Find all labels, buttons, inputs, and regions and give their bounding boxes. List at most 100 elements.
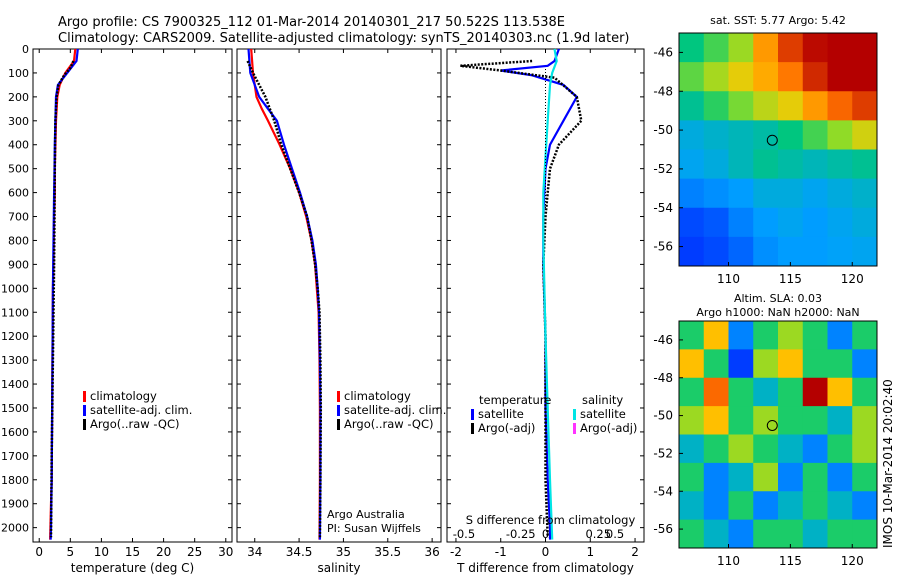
difference-top-tick-label: 0: [542, 527, 549, 541]
sst-map-cell: [852, 120, 878, 150]
sst-map-cell: [802, 178, 828, 209]
sst-map-cell: [852, 33, 878, 63]
difference-top-tick-label: 0.25: [585, 527, 611, 541]
sst-map-cell: [802, 149, 828, 180]
sst-map-cell: [852, 62, 878, 92]
sst-map-cell: [778, 91, 804, 121]
imos-watermark: IMOS 10-Mar-2014 20:02:40: [881, 379, 895, 548]
depth-tick-label: 2000: [1, 522, 29, 535]
sst-map-cell: [852, 207, 878, 238]
sst-map-cell: [728, 236, 754, 267]
salinity-legend-swatch: [337, 391, 340, 402]
sla-map-cell: [802, 519, 828, 549]
sst-map-cell: [679, 62, 705, 92]
salinity-frame: [236, 48, 442, 543]
sla-map-cell: [852, 349, 878, 379]
sst-map-cell: [679, 91, 705, 121]
salinity-legend-swatch: [337, 405, 340, 416]
sst-map-ytick-label: -54: [653, 201, 673, 215]
sla-map-title: Altim. SLA: 0.03: [734, 292, 822, 305]
temperature-xtick-label: 30: [218, 545, 233, 559]
sst-map-cell: [679, 236, 705, 267]
sst-map-cell: [753, 236, 779, 267]
sst-map-frame: [678, 32, 878, 267]
sla-map-cell: [728, 377, 754, 407]
difference-xtick-label: 0: [542, 545, 550, 559]
difference-legend-label: satellite: [478, 407, 524, 421]
sla-map-cell: [703, 462, 729, 492]
sst-map-cell: [728, 149, 754, 180]
depth-tick-label: 0: [22, 43, 29, 56]
depth-tick-label: 100: [8, 67, 29, 80]
difference-legend-label: Argo(-adj): [580, 421, 637, 435]
sla-map-cell: [778, 406, 804, 435]
sla-map-cell: [753, 519, 779, 549]
sla-map-cell: [778, 462, 804, 492]
sla-map-cell: [728, 434, 754, 464]
sst-map-cell: [679, 178, 705, 209]
difference-xlabel: T difference from climatology: [456, 561, 634, 575]
sst-map-cell: [753, 120, 779, 150]
sla-map-cell: [679, 406, 705, 435]
difference-xtick-label: 2: [631, 545, 639, 559]
sla-map-cell: [802, 377, 828, 407]
sla-map-cell: [802, 349, 828, 379]
sla-map-cell: [703, 434, 729, 464]
depth-tick-label: 500: [8, 163, 29, 176]
sla-map-cell: [728, 321, 754, 350]
salinity-series-argo-raw-qc-: [246, 60, 323, 538]
temperature-xlabel: temperature (deg C): [71, 561, 194, 575]
sla-map-cell: [679, 434, 705, 464]
difference-legend-swatch: [471, 423, 474, 434]
sst-map-cell: [802, 207, 828, 238]
difference-legend-swatch: [573, 423, 576, 434]
sla-map-cell: [753, 462, 779, 492]
difference-legend-label: Argo(-adj): [478, 421, 535, 435]
sla-map-cell: [778, 519, 804, 549]
sst-map-cell: [778, 149, 804, 180]
sst-map-cell: [728, 62, 754, 92]
difference-top-tick-label: -0.25: [506, 527, 536, 541]
sst-map-xtick-label: 120: [841, 272, 864, 286]
sst-map-cell: [753, 91, 779, 121]
sst-map-cell: [827, 33, 853, 63]
sla-map-cell: [802, 321, 828, 350]
sla-map-cell: [852, 377, 878, 407]
temperature-legend-swatch: [83, 419, 86, 430]
sst-map-xtick-label: 110: [717, 272, 740, 286]
temperature-frame: [32, 48, 233, 543]
depth-tick-label: 300: [8, 115, 29, 128]
sst-map-cell: [703, 207, 729, 238]
salinity-xtick-label: 35.5: [374, 545, 401, 559]
sla-map-cell: [703, 406, 729, 435]
sst-map-ytick-label: -50: [653, 123, 673, 137]
sla-map-cell: [778, 434, 804, 464]
sla-map-cell: [852, 491, 878, 521]
sst-map-cell: [679, 207, 705, 238]
difference-legend-label: satellite: [580, 407, 626, 421]
sst-map-cell: [778, 207, 804, 238]
sla-map-cell: [827, 406, 853, 435]
sst-map-cell: [802, 120, 828, 150]
sla-map-cell: [703, 321, 729, 350]
sst-map-xtick-label: 115: [779, 272, 802, 286]
sst-map-cell: [802, 62, 828, 92]
sst-map-cell: [827, 62, 853, 92]
difference-top-tick-label: 0.5: [606, 527, 624, 541]
sst-map-cell: [703, 33, 729, 63]
difference-panel: -2 -1 0 1 2 T difference from climatology -0.5…: [446, 48, 645, 575]
difference-legend-header: salinity: [582, 393, 623, 407]
temperature-legend-label: climatology: [90, 389, 157, 403]
depth-tick-label: 200: [8, 91, 29, 104]
sst-map-cell: [679, 120, 705, 150]
depth-tick-label: 1600: [1, 426, 29, 439]
sla-map-cell: [802, 462, 828, 492]
sla-map-cell: [852, 434, 878, 464]
temperature-legend-swatch: [83, 405, 86, 416]
sla-map-cell: [778, 349, 804, 379]
sla-map-xtick-label: 120: [841, 554, 864, 568]
sst-map-cell: [827, 149, 853, 180]
sst-map-cell: [753, 207, 779, 238]
temperature-series-argo-raw-qc-: [49, 60, 75, 538]
depth-tick-label: 1300: [1, 354, 29, 367]
